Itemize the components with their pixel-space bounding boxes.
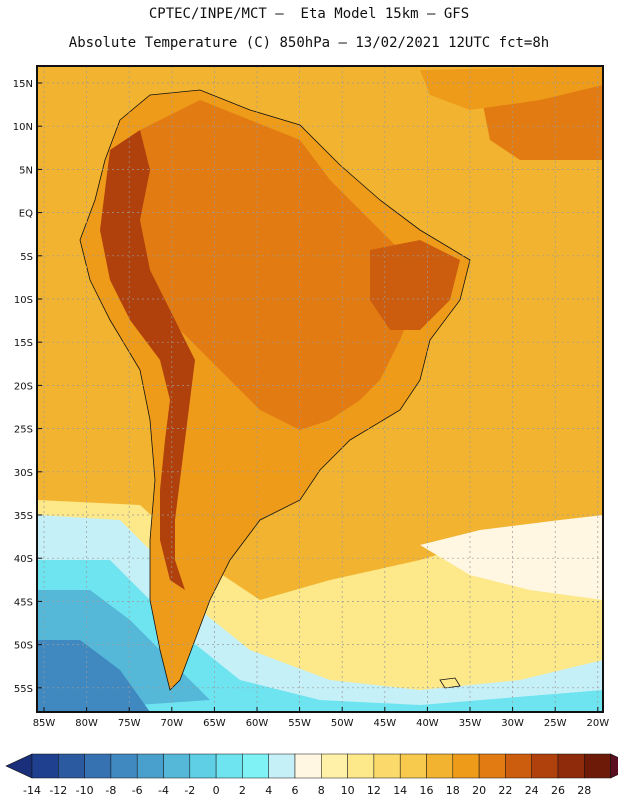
colorbar-swatch — [347, 753, 375, 779]
colorbar-label: -12 — [49, 784, 67, 797]
colorbar-swatch — [399, 753, 427, 779]
chart-title-line-2: Absolute Temperature (C) 850hPa – 13/02/… — [68, 35, 550, 51]
colorbar-swatch — [426, 753, 454, 779]
colorbar-label: -4 — [158, 784, 169, 797]
colorbar-swatch — [373, 753, 401, 779]
lat-label: 30S — [14, 468, 33, 479]
colorbar-label: 6 — [292, 784, 299, 797]
colorbar-label: 12 — [367, 784, 381, 797]
colorbar-label: -2 — [184, 784, 195, 797]
colorbar-label: 24 — [525, 784, 539, 797]
colorbar-label: 14 — [393, 784, 407, 797]
lat-label: 15S — [14, 338, 33, 349]
land-hot-core — [115, 100, 420, 430]
lon-label: 20W — [586, 718, 609, 729]
lon-label: 80W — [75, 718, 98, 729]
colorbar-swatch — [268, 753, 296, 779]
lat-label: 55S — [14, 684, 33, 695]
colorbar-label: 2 — [239, 784, 246, 797]
colorbar-label: 16 — [420, 784, 434, 797]
colorbar-label: 18 — [446, 784, 460, 797]
colorbar-label: 0 — [213, 784, 220, 797]
lat-label: 5N — [19, 165, 33, 176]
colorbar-label: 10 — [341, 784, 355, 797]
latitude-labels: 15N 10N 5N EQ 5S 10S 15S 20S 25S 30S 35S 40S 45S 50S 5… — [13, 79, 42, 695]
colorbar-swatch — [215, 753, 243, 779]
colorbar-label: 20 — [472, 784, 486, 797]
colorbar-swatch — [452, 753, 480, 779]
colorbar-label: -14 — [23, 784, 41, 797]
lat-label: 45S — [14, 597, 33, 608]
colorbar-label: -6 — [132, 784, 143, 797]
lon-label: 70W — [160, 718, 183, 729]
colorbar-over-arrow — [610, 753, 618, 779]
lat-label: 20S — [14, 381, 33, 392]
colorbar-label: 28 — [577, 784, 591, 797]
lat-label: 35S — [14, 511, 33, 522]
colorbar-swatch — [110, 753, 138, 779]
lon-label: 40W — [416, 718, 439, 729]
lon-label: 35W — [459, 718, 482, 729]
colorbar-under-arrow — [5, 753, 33, 779]
colorbar-swatch — [557, 753, 585, 779]
colorbar-swatch — [136, 753, 164, 779]
colorbar-label: 4 — [265, 784, 272, 797]
colorbar-label: -8 — [105, 784, 116, 797]
lat-label: 50S — [14, 641, 33, 652]
colorbar-swatch — [31, 753, 59, 779]
lon-label: 75W — [118, 718, 141, 729]
colorbar-swatch — [189, 753, 217, 779]
lon-label: 25W — [544, 718, 567, 729]
plot-frame — [36, 65, 604, 713]
lon-label: 85W — [33, 718, 56, 729]
colorbar-label: 8 — [318, 784, 325, 797]
colorbar-label: 26 — [551, 784, 565, 797]
coldest-core — [37, 640, 150, 712]
colorbar-swatch — [294, 753, 322, 779]
colorbar-swatch — [478, 753, 506, 779]
map-field — [37, 66, 603, 712]
lon-label: 45W — [373, 718, 396, 729]
colorbar-label: -10 — [76, 784, 94, 797]
colorbar-swatch — [58, 753, 85, 779]
colorbar-label: 22 — [498, 784, 512, 797]
lon-label: 65W — [203, 718, 226, 729]
colorbar-swatch — [505, 753, 532, 779]
lat-label: 10N — [13, 122, 33, 133]
longitude-labels: 85W 80W 75W 70W 65W 60W 55W 50W 45W 40W 35W 30W 25W 2… — [33, 707, 609, 729]
colorbar-swatch — [242, 753, 269, 779]
lat-label: 10S — [14, 295, 33, 306]
lat-label: 25S — [14, 425, 33, 436]
lon-label: 55W — [288, 718, 311, 729]
colorbar-swatch — [584, 753, 611, 779]
colorbar-swatch — [531, 753, 559, 779]
colorbar-swatch — [84, 753, 112, 779]
lon-label: 30W — [501, 718, 524, 729]
lon-label: 60W — [246, 718, 269, 729]
island — [439, 677, 461, 689]
warm-ocean-north — [420, 66, 603, 110]
colorbar-swatch — [321, 753, 348, 779]
lat-label: EQ — [19, 209, 33, 220]
lat-label: 5S — [20, 252, 33, 263]
lat-label: 15N — [13, 79, 33, 90]
lon-label: 50W — [331, 718, 354, 729]
colorbar-swatch — [163, 753, 191, 779]
ne-brazil-hot — [370, 240, 460, 330]
lat-lon-grid — [37, 66, 603, 712]
mild-area-east — [420, 515, 603, 600]
chart-title-line-1: CPTEC/INPE/MCT – Eta Model 15km – GFS — [148, 6, 470, 22]
andes-hot-ridge — [100, 130, 195, 590]
lat-label: 40S — [14, 554, 33, 565]
